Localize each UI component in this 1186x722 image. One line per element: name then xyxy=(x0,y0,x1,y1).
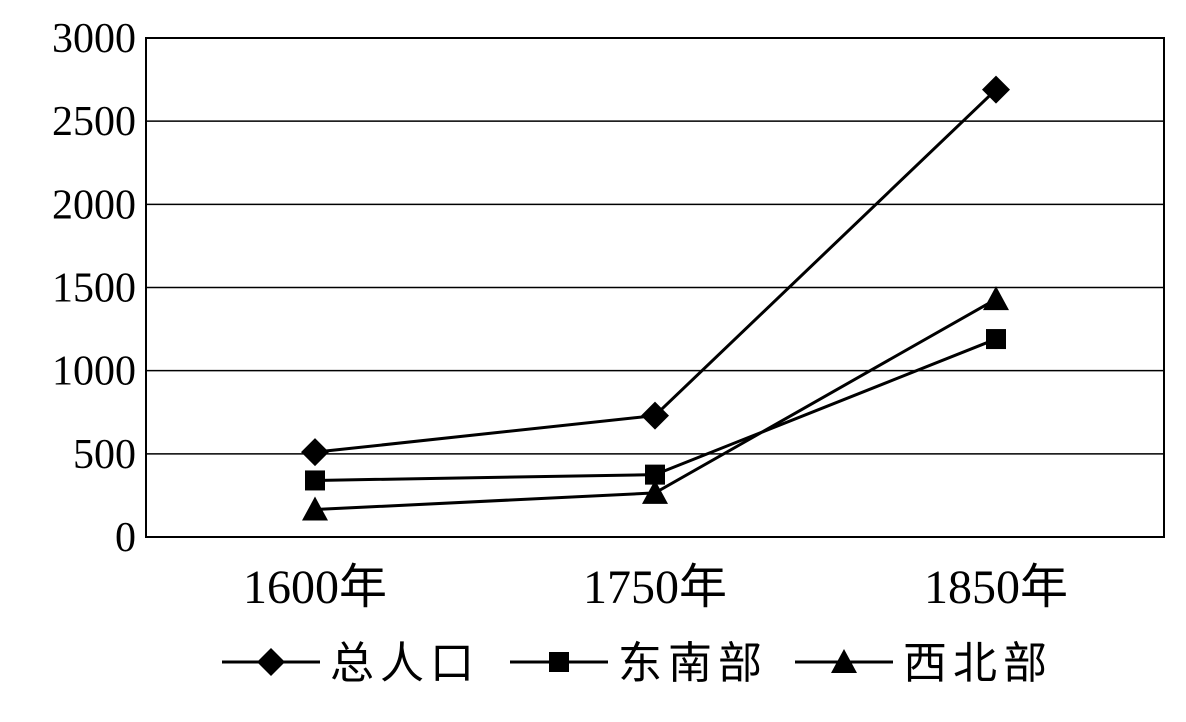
series-line-diamond xyxy=(314,88,998,454)
x-category-label: 1600年 xyxy=(243,561,387,614)
legend-label: 西北部 xyxy=(903,638,1053,689)
diamond-marker-point xyxy=(301,438,329,467)
y-tick-label: 2500 xyxy=(52,99,136,145)
series-square xyxy=(305,329,1006,491)
x-category-label: 1850年 xyxy=(924,561,1068,614)
y-axis-ticks: 0 500 1000 1500 2000 2500 3000 xyxy=(52,16,136,561)
y-tick-label: 500 xyxy=(73,432,136,478)
legend-diamond-marker xyxy=(257,648,285,676)
square-marker-point xyxy=(645,464,665,485)
legend-label: 东南部 xyxy=(618,638,768,689)
series-layer xyxy=(301,75,1010,521)
y-tick-label: 1000 xyxy=(52,349,136,395)
legend-item: 西北部 xyxy=(795,638,1053,689)
triangle-marker-point xyxy=(302,496,328,521)
square-marker-point xyxy=(305,470,325,491)
legend-item: 东南部 xyxy=(510,638,768,689)
diamond-marker-point xyxy=(641,401,669,430)
y-tick-label: 0 xyxy=(115,515,136,561)
grid-layer xyxy=(145,37,1165,538)
series-diamond xyxy=(301,75,1010,467)
legend-triangle-marker xyxy=(831,649,857,673)
square-marker-point xyxy=(986,329,1006,350)
y-tick-label: 2000 xyxy=(52,182,136,228)
series-triangle xyxy=(302,286,1009,521)
triangle-marker-point xyxy=(642,479,668,504)
legend-label: 总人口 xyxy=(330,638,480,689)
y-tick-label: 1500 xyxy=(52,266,136,312)
x-axis-categories: 1600年 1750年 1850年 xyxy=(243,561,1068,614)
x-category-label: 1750年 xyxy=(583,561,727,614)
y-tick-label: 3000 xyxy=(52,16,136,62)
diamond-marker-point xyxy=(982,75,1010,104)
legend-item: 总人口 xyxy=(222,638,480,689)
triangle-marker-point xyxy=(983,286,1009,311)
legend-square-marker xyxy=(549,652,569,672)
legend: 总人口 东南部 西北部 xyxy=(222,638,1053,689)
